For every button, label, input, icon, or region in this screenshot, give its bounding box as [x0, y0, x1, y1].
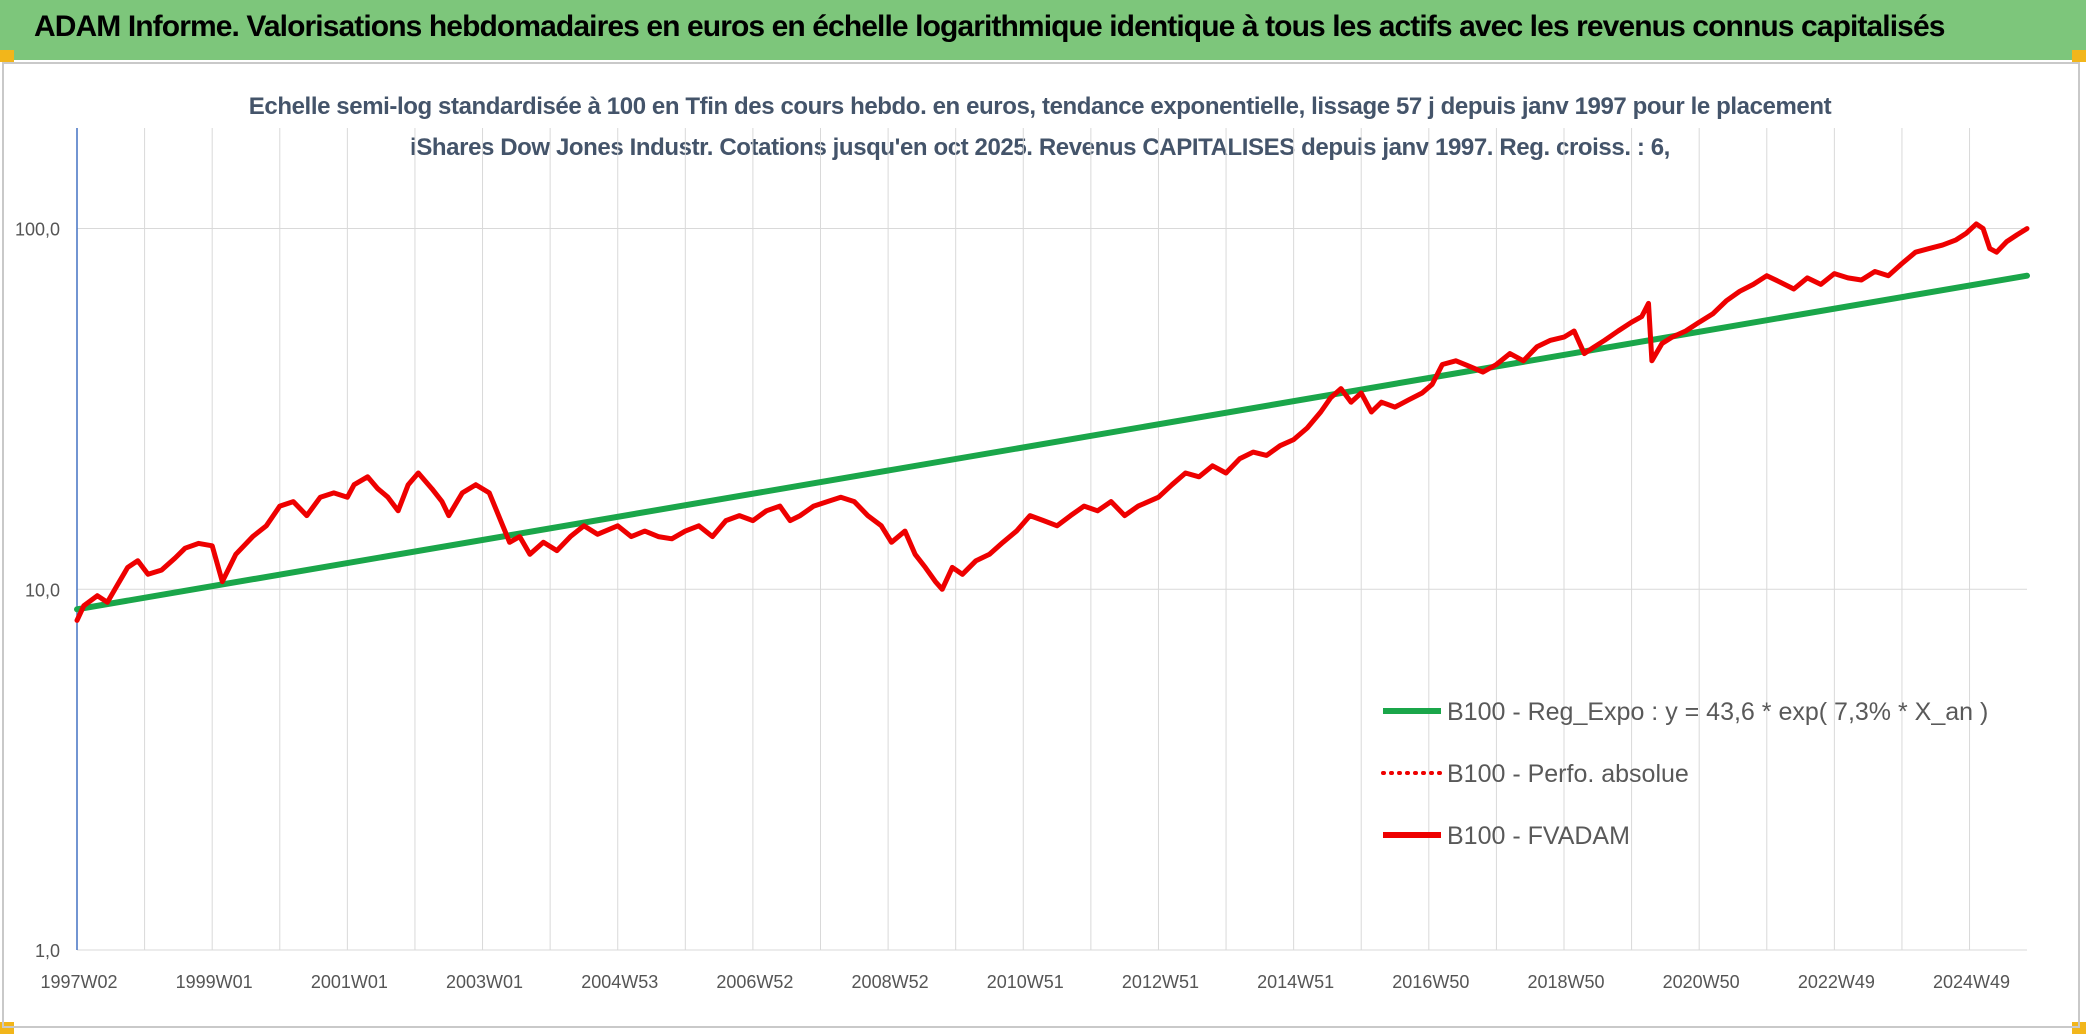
legend-label: B100 - FVADAM [1447, 822, 1630, 850]
title-banner: ADAM Informe. Valorisations hebdomadaire… [0, 0, 2086, 60]
x-tick-label: 2004W53 [581, 972, 658, 992]
x-tick-label: 2008W52 [852, 972, 929, 992]
x-tick-label: 1999W01 [176, 972, 253, 992]
series-line-3 [74, 221, 2030, 623]
legend-label: B100 - Perfo. absolue [1447, 760, 1689, 788]
x-tick-label: 1997W02 [40, 972, 117, 992]
chart-subtitle: Echelle semi-log standardisée à 100 en T… [248, 93, 1832, 161]
page-title: ADAM Informe. Valorisations hebdomadaire… [34, 10, 1945, 43]
grid [76, 128, 2027, 951]
trend-line [74, 272, 2030, 613]
y-tick-label: 10,0 [25, 580, 60, 600]
legend-label: B100 - Reg_Expo : y = 43,6 * exp( 7,3% *… [1447, 698, 1988, 726]
legend: B100 - Reg_Expo : y = 43,6 * exp( 7,3% *… [1381, 698, 1988, 850]
x-tick-label: 2020W50 [1663, 972, 1740, 992]
corner-marker [2072, 50, 2086, 62]
x-tick-label: 2001W01 [311, 972, 388, 992]
x-tick-label: 2014W51 [1257, 972, 1334, 992]
axes: 1,0 10,0 100,0 1997W02 1999W01 2001W01 2003W01… [15, 128, 2010, 992]
x-tick-label: 2006W52 [716, 972, 793, 992]
series [74, 221, 2030, 623]
corner-marker [0, 50, 14, 62]
x-tick-label: 2010W51 [987, 972, 1064, 992]
x-tick-label: 2022W49 [1798, 972, 1875, 992]
x-tick-label: 2016W50 [1392, 972, 1469, 992]
chart-frame [2, 62, 2080, 1028]
corner-marker [2072, 1022, 2086, 1034]
x-tick-label: 2003W01 [446, 972, 523, 992]
x-tick-label: 2024W49 [1933, 972, 2010, 992]
y-tick-label: 1,0 [35, 941, 60, 961]
x-tick-label: 2012W51 [1122, 972, 1199, 992]
y-tick-label: 100,0 [15, 220, 60, 240]
x-tick-label: 2018W50 [1527, 972, 1604, 992]
